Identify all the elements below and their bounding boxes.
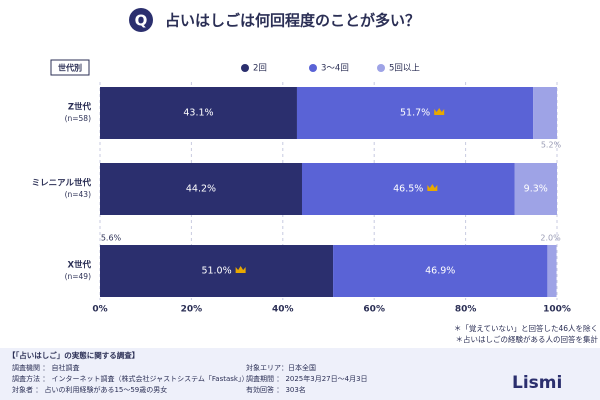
value-label: 51.7% (400, 108, 430, 119)
value-label: 2.0% (540, 234, 561, 243)
survey-panel (0, 348, 600, 400)
category-sublabel: (n=43) (65, 190, 92, 199)
bar-segment (533, 87, 557, 139)
bar-segment (100, 87, 297, 139)
bar-segment (547, 245, 557, 297)
legend-label: 3〜4回 (321, 64, 349, 74)
group-box (50, 59, 90, 76)
x-tick-label: 40% (272, 305, 294, 315)
annotation: 5.6% (101, 234, 122, 243)
value-label: 44.2% (186, 184, 216, 195)
legend-swatch (241, 64, 249, 72)
bar-segment (100, 163, 302, 215)
crown-icon (434, 108, 445, 115)
legend-swatch (377, 64, 385, 72)
brand: Lismi (512, 373, 562, 393)
survey-item: 対象者 ： 占いの利用経験がある15〜59歳の男女 (12, 385, 167, 394)
survey-item: 調査期間 ： 2025年3月27日〜4月3日 (246, 374, 368, 383)
value-label: 46.5% (393, 184, 423, 195)
x-tick-label: 100% (543, 305, 571, 315)
survey-item: 有効回答 ： 303名 (246, 385, 306, 394)
legend-swatch (309, 64, 317, 72)
survey-item: 対象エリア：日本全国 (246, 363, 316, 372)
bar-segment (333, 245, 548, 297)
x-tick-label: 60% (363, 305, 385, 315)
value-label: 51.0% (201, 266, 231, 277)
bar-segment (296, 87, 534, 139)
category-label: X世代 (67, 260, 91, 271)
category-sublabel: (n=58) (65, 114, 92, 123)
bar-segment (514, 163, 557, 215)
x-tick-label: 0% (92, 305, 107, 315)
q-badge (129, 8, 153, 32)
bar-segment (100, 245, 334, 297)
legend-label: 2回 (253, 64, 267, 74)
value-label: 9.3% (524, 184, 548, 195)
survey-item: 調査方法 ： インターネット調査（株式会社ジャストシステム「Fastask」） (12, 374, 248, 383)
x-tick-label: 20% (181, 305, 203, 315)
survey-title: 【「占いはしご」の実態に関する調査】 (8, 350, 139, 360)
value-label: 5.2% (541, 141, 562, 150)
value-label: 43.1% (183, 108, 213, 119)
chart-title: 占いはしごは何回程度のことが多い？ (165, 12, 420, 30)
note: ＊「覚えていない」と回答した46人を除く (454, 323, 598, 333)
q-icon: Q (135, 12, 148, 30)
note: ＊占いはしごの経験がある人の回答を集計 (456, 334, 599, 344)
x-tick-label: 80% (455, 305, 477, 315)
value-label: 46.9% (425, 266, 455, 277)
category-label: Z世代 (68, 102, 92, 113)
legend-label: 5回以上 (389, 64, 420, 74)
group-label: 世代別 (58, 63, 82, 73)
crown-icon (427, 184, 438, 191)
category-label: ミレニアル世代 (32, 178, 92, 189)
category-sublabel: (n=49) (65, 272, 92, 281)
survey-item: 調査機関 ： 自社調査 (12, 363, 79, 372)
bar-segment (301, 163, 515, 215)
crown-icon (235, 266, 246, 273)
